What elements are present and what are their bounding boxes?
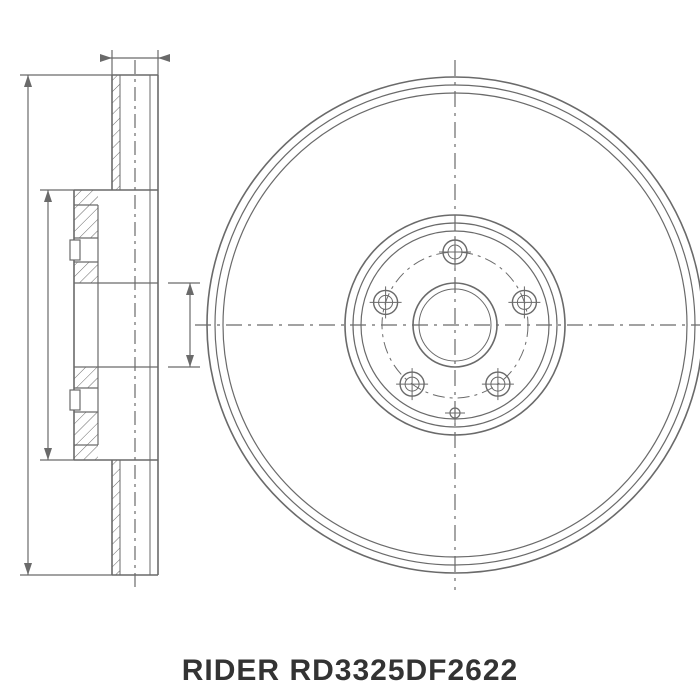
front-view xyxy=(195,60,700,590)
caption: RIDER RD3325DF2622 xyxy=(0,654,700,688)
diagram-canvas: RIDER RD3325DF2622 xyxy=(0,0,700,700)
technical-drawing xyxy=(0,0,700,700)
part-number: RD3325DF2622 xyxy=(289,654,518,687)
side-section-view xyxy=(20,50,200,590)
brand-label: RIDER xyxy=(182,654,280,687)
